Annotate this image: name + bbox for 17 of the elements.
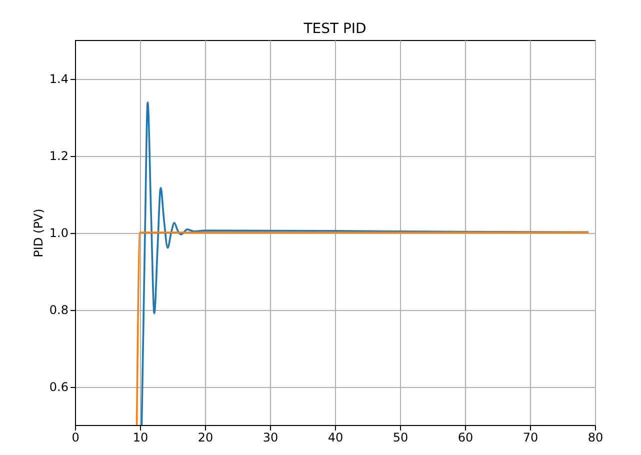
x-tick-label: 40 bbox=[328, 430, 344, 444]
x-tick-label: 50 bbox=[392, 430, 408, 444]
y-tick-label: 0.8 bbox=[49, 303, 68, 317]
x-tick-label: 30 bbox=[262, 430, 278, 444]
y-tick-label: 1.4 bbox=[49, 72, 68, 86]
chart-title: TEST PID bbox=[302, 21, 366, 37]
x-tick-label: 20 bbox=[198, 430, 214, 444]
y-tick-label: 1.0 bbox=[49, 226, 68, 240]
x-tick-label: 0 bbox=[72, 430, 80, 444]
x-tick-label: 10 bbox=[132, 430, 148, 444]
y-tick-label: 0.6 bbox=[49, 380, 68, 394]
y-tick-label: 1.2 bbox=[49, 149, 68, 163]
x-tick-label: 80 bbox=[588, 430, 604, 444]
x-tick-label: 60 bbox=[458, 430, 474, 444]
y-axis-title: PID (PV) bbox=[31, 208, 46, 258]
x-tick-label: 70 bbox=[522, 430, 538, 444]
line-series bbox=[140, 101, 590, 425]
